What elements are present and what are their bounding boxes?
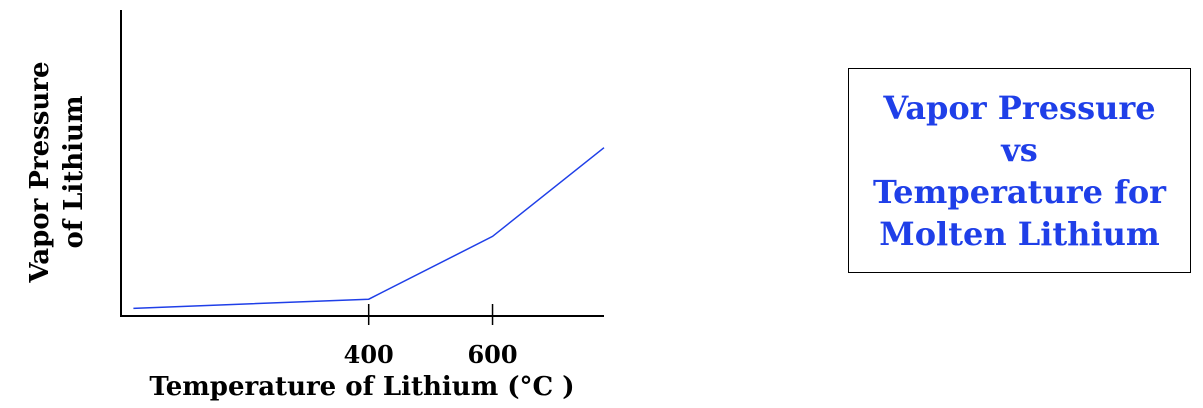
chart-title-line-3: Temperature for: [872, 172, 1167, 211]
chart-title-line-2: vs: [1001, 130, 1038, 169]
x-axis-ticks: 400 600: [344, 304, 518, 369]
vapor-pressure-chart: 400 600 Temperature of Lithium (°C ) Vapo…: [25, 10, 605, 402]
series-line: [133, 147, 605, 310]
chart-title-line-4: Molten Lithium: [879, 214, 1160, 253]
x-axis-title: Temperature of Lithium (°C ): [149, 372, 574, 402]
x-tick-label: 600: [467, 340, 517, 369]
chart-title-line-1: Vapor Pressure: [883, 88, 1156, 127]
x-tick-label: 400: [344, 340, 394, 369]
plot-area: [133, 147, 605, 310]
y-axis-title-line-2: of Lithium: [59, 96, 89, 249]
chart-title-box: Vapor Pressure vs Temperature for Molten…: [848, 68, 1191, 273]
y-axis-title: Vapor Pressure of Lithium: [25, 61, 89, 283]
y-axis-title-line-1: Vapor Pressure: [25, 61, 55, 283]
